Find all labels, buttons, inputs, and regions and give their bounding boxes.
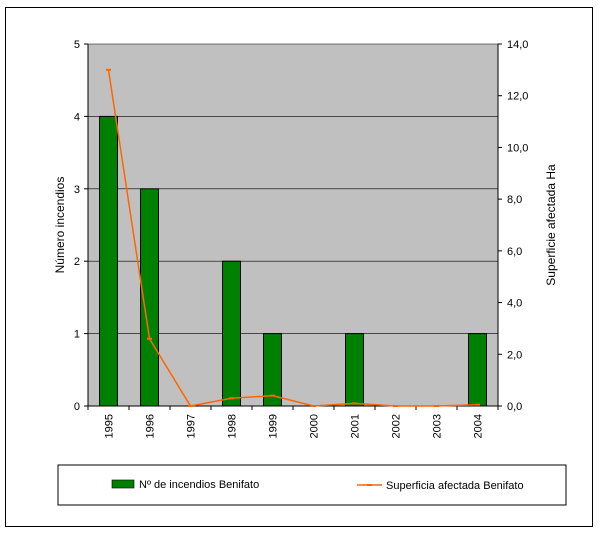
left-tick-label: 0 (74, 401, 80, 413)
x-tick-label: 2001 (350, 414, 362, 438)
line-point (352, 402, 357, 405)
x-tick-label: 1999 (268, 414, 280, 438)
line-point (147, 337, 152, 340)
left-tick-label: 5 (74, 39, 80, 51)
right-tick-label: 14,0 (507, 39, 528, 51)
x-tick-label: 1996 (145, 414, 157, 438)
line-point (188, 405, 193, 407)
legend-marker-line (367, 484, 372, 486)
bar (345, 333, 364, 407)
bar (99, 115, 118, 407)
x-tick-label: 1997 (186, 414, 198, 438)
line-point (434, 405, 439, 407)
legend-box (57, 464, 567, 506)
right-tick-label: 2,0 (507, 349, 522, 361)
legend-swatch-bars (111, 479, 135, 489)
right-tick-label: 0,0 (507, 401, 522, 413)
x-tick-label: 2002 (391, 414, 403, 438)
line-point (106, 68, 111, 71)
right-tick-label: 4,0 (507, 298, 522, 310)
right-tick-label: 8,0 (507, 194, 522, 206)
line-series (106, 68, 480, 407)
x-tick-label: 1995 (104, 414, 116, 438)
right-tick-label: 12,0 (507, 91, 528, 103)
line-point (270, 394, 275, 397)
right-y-ticks: 0,0 2,0 4,0 6,0 8,0 10,0 12,0 14,0 (498, 39, 528, 413)
x-ticks: 1995 1996 1997 1998 1999 2000 2001 2002 2003 2004 (87, 406, 499, 438)
x-tick-label: 2004 (473, 414, 485, 438)
legend-label-bars: Nº de incendios Benifato (139, 479, 259, 491)
x-tick-label: 2003 (432, 414, 444, 438)
left-tick-label: 3 (74, 184, 80, 196)
x-tick-label: 1998 (227, 414, 239, 438)
bars (99, 115, 487, 407)
y-axis-right-title: Superficie afectada Ha (544, 164, 558, 286)
line-point (311, 405, 316, 407)
legend-label-line: Superficia afectada Benifato (386, 480, 524, 492)
bar (222, 260, 241, 407)
y-axis-left-title: Número incendios (53, 177, 67, 274)
left-tick-label: 1 (74, 329, 80, 341)
left-tick-label: 4 (74, 111, 80, 123)
line-point (393, 405, 398, 407)
left-tick-label: 2 (74, 256, 80, 268)
legend: Nº de incendios Benifato Superficia afec… (57, 464, 567, 506)
bar (468, 333, 487, 407)
right-tick-label: 6,0 (507, 246, 522, 258)
left-y-ticks: 0 1 2 3 4 5 (74, 39, 88, 413)
series-line (107, 69, 478, 407)
line-point (475, 403, 480, 406)
x-tick-label: 2000 (309, 414, 321, 438)
line-point (229, 397, 234, 400)
right-tick-label: 10,0 (507, 142, 528, 154)
